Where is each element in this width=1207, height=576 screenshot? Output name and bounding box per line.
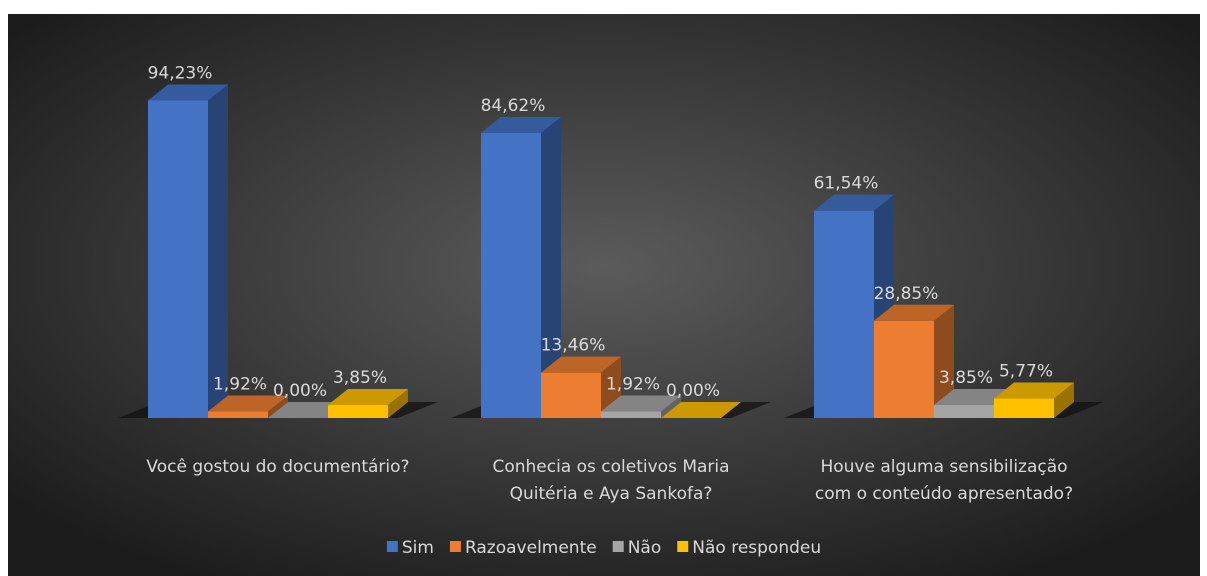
bar-front (481, 132, 541, 418)
label-line: Você gostou do documentário? (146, 457, 409, 477)
label-line: com o conteúdo apresentado? (815, 484, 1073, 504)
bar-side (208, 84, 228, 419)
bar-side (268, 395, 288, 418)
bar (601, 395, 681, 418)
data-label: 3,85% (939, 368, 993, 388)
data-label: 13,46% (541, 336, 606, 356)
bar-top-shade (994, 382, 1074, 399)
label-line: Quitéria e Aya Sankofa? (510, 484, 713, 504)
legend-label: Não (628, 538, 662, 558)
bar-side-shade (388, 389, 408, 418)
bar-top (874, 304, 954, 321)
bar-top (328, 389, 408, 406)
bar-front (874, 320, 934, 418)
bar (661, 402, 741, 419)
bar (874, 304, 954, 418)
bar-top-shade (661, 402, 741, 418)
bar-top-shade (208, 395, 288, 412)
x-tick-label: Houve alguma sensibilização com o conteúd… (815, 457, 1073, 504)
data-label: 94,23% (148, 63, 213, 83)
legend-swatch (677, 541, 689, 552)
bar-side-shade (268, 395, 288, 418)
bar-side-shade (1054, 382, 1074, 418)
bar (148, 84, 228, 419)
bar-top (481, 116, 561, 133)
bar-top-shade (481, 116, 561, 133)
bar-front (934, 405, 994, 418)
legend-swatch (612, 541, 624, 552)
data-label: 3,85% (333, 368, 387, 388)
data-label: 1,92% (213, 375, 267, 395)
bar-front (994, 398, 1054, 418)
data-label: 28,85% (874, 284, 939, 304)
bar-top-shade (148, 84, 228, 101)
bar-side-shade (661, 395, 681, 418)
bar-top (814, 194, 894, 211)
bar-side (1054, 382, 1074, 418)
bar-top-shade (601, 395, 681, 412)
bar-top (994, 382, 1074, 399)
bar-top-shade (814, 194, 894, 211)
bar-side (661, 395, 681, 418)
data-label: 0,00% (273, 381, 327, 401)
bar-top-shade (874, 304, 954, 321)
bar-top (601, 395, 681, 412)
bar (481, 116, 561, 418)
bar-front (328, 405, 388, 418)
legend-label: Não respondeu (692, 538, 821, 558)
x-tick-label: Conhecia os coletivos Maria Quitéria e Ay… (492, 457, 729, 504)
legend-label: Razoavelmente (465, 538, 597, 558)
bar-side-shade (541, 116, 561, 418)
legend-swatch (449, 541, 461, 552)
legend: Sim Razoavelmente Não Não respondeu (386, 538, 821, 558)
bar (994, 382, 1074, 418)
data-label: 61,54% (814, 174, 879, 194)
label-line: Houve alguma sensibilização (820, 457, 1067, 477)
bar-side-shade (208, 84, 228, 419)
bar-side (541, 116, 561, 418)
bar-top (541, 356, 621, 373)
bar-top-shade (541, 356, 621, 373)
bar (208, 395, 288, 418)
bar-front (601, 411, 661, 418)
bar-side (388, 389, 408, 418)
bar-side-shade (934, 304, 954, 418)
data-label: 5,77% (999, 362, 1053, 382)
bar-front (208, 411, 268, 418)
legend-swatch (386, 541, 398, 552)
bar-top-shade (328, 389, 408, 406)
bar-top (208, 395, 288, 412)
data-label: 84,62% (481, 96, 546, 116)
data-label: 0,00% (666, 381, 720, 401)
bar-side (934, 304, 954, 418)
legend-label: Sim (402, 538, 434, 558)
bar-top (661, 402, 741, 418)
bar-top (148, 84, 228, 101)
bar-front (541, 372, 601, 418)
x-tick-label: Você gostou do documentário? (146, 457, 409, 477)
bar-front (148, 100, 208, 419)
data-label: 1,92% (606, 375, 660, 395)
bar-front (814, 210, 874, 418)
label-line: Conhecia os coletivos Maria (492, 457, 729, 477)
bar (328, 389, 408, 418)
